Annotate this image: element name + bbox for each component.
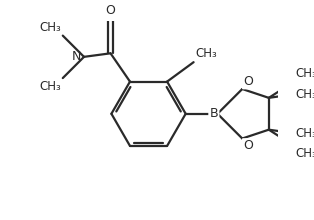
Text: CH₃: CH₃	[295, 127, 314, 140]
Text: O: O	[243, 139, 253, 152]
Text: CH₃: CH₃	[39, 80, 61, 93]
Text: B: B	[209, 107, 218, 120]
Text: CH₃: CH₃	[195, 47, 217, 60]
Text: CH₃: CH₃	[295, 67, 314, 80]
Text: O: O	[243, 75, 253, 88]
Text: CH₃: CH₃	[295, 147, 314, 160]
Text: O: O	[106, 4, 116, 17]
Text: CH₃: CH₃	[295, 88, 314, 101]
Text: N: N	[72, 50, 81, 63]
Text: CH₃: CH₃	[39, 21, 61, 34]
